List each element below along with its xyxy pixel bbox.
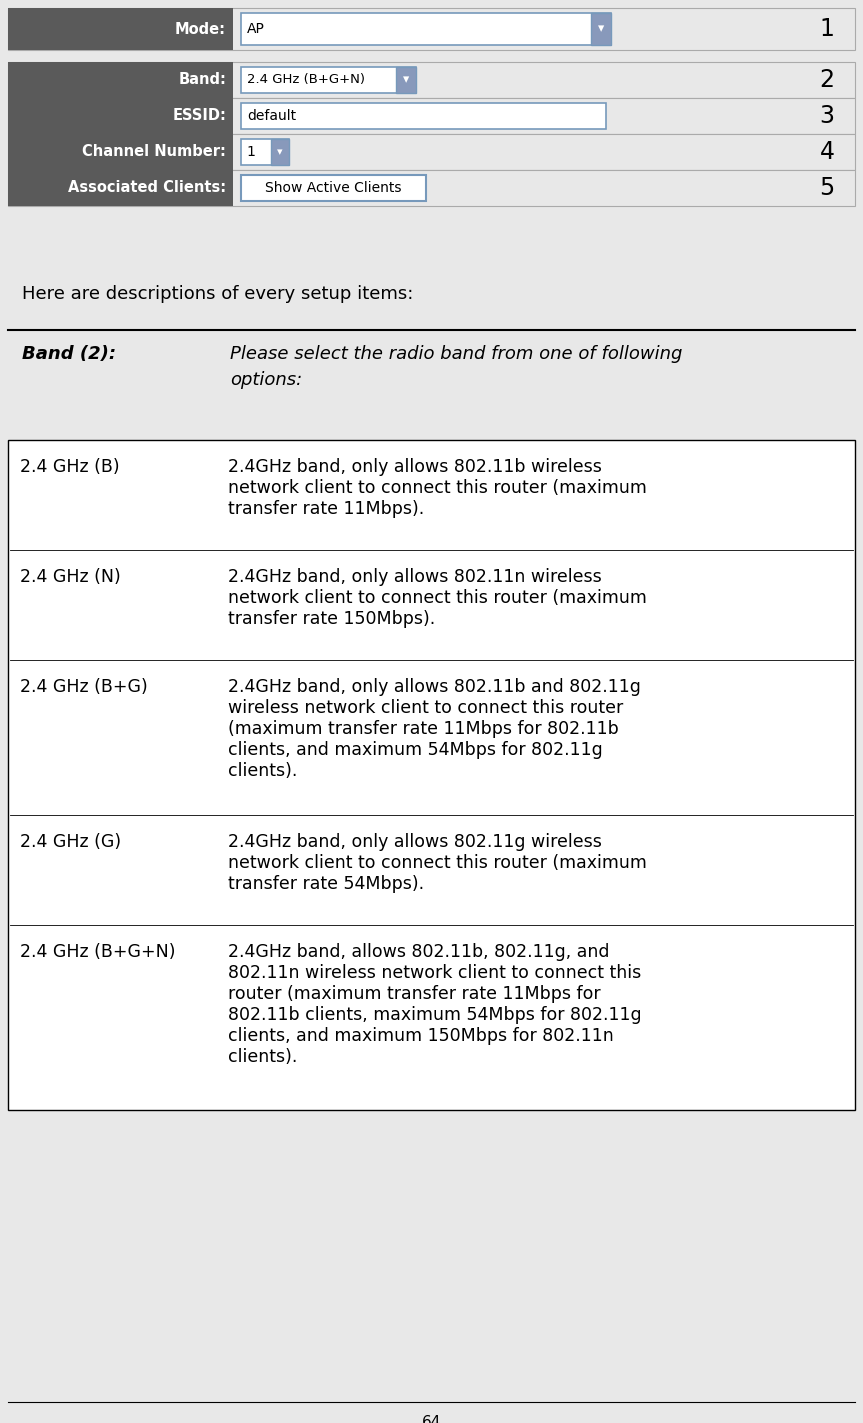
- Bar: [8, 9, 233, 50]
- Text: transfer rate 54Mbps).: transfer rate 54Mbps).: [228, 875, 424, 894]
- Bar: [8, 134, 855, 169]
- Text: Show Active Clients: Show Active Clients: [265, 181, 402, 195]
- Text: 802.11b clients, maximum 54Mbps for 802.11g: 802.11b clients, maximum 54Mbps for 802.…: [228, 1006, 641, 1025]
- Text: Associated Clients:: Associated Clients:: [68, 181, 226, 195]
- Bar: [241, 67, 416, 92]
- Text: Here are descriptions of every setup items:: Here are descriptions of every setup ite…: [22, 285, 413, 303]
- Text: 2.4 GHz (B+G+N): 2.4 GHz (B+G+N): [247, 74, 365, 87]
- Text: network client to connect this router (maximum: network client to connect this router (m…: [228, 854, 647, 872]
- Text: 2.4 GHz (B): 2.4 GHz (B): [20, 458, 120, 477]
- Text: clients).: clients).: [228, 761, 298, 780]
- Text: default: default: [247, 110, 296, 122]
- Bar: [8, 134, 233, 169]
- Text: Channel Number:: Channel Number:: [82, 145, 226, 159]
- Text: transfer rate 11Mbps).: transfer rate 11Mbps).: [228, 499, 425, 518]
- Text: Please select the radio band from one of following: Please select the radio band from one of…: [230, 344, 683, 363]
- Text: 3: 3: [820, 104, 835, 128]
- Bar: [591, 13, 611, 46]
- Text: transfer rate 150Mbps).: transfer rate 150Mbps).: [228, 610, 435, 628]
- Bar: [241, 13, 611, 46]
- Text: clients, and maximum 54Mbps for 802.11g: clients, and maximum 54Mbps for 802.11g: [228, 741, 602, 758]
- Bar: [8, 98, 233, 134]
- Bar: [8, 63, 233, 98]
- Text: ESSID:: ESSID:: [172, 108, 226, 124]
- Text: Mode:: Mode:: [175, 21, 226, 37]
- Text: 64: 64: [422, 1414, 441, 1423]
- Bar: [8, 440, 855, 1110]
- Text: 2.4GHz band, only allows 802.11b and 802.11g: 2.4GHz band, only allows 802.11b and 802…: [228, 677, 641, 696]
- Text: 2.4GHz band, only allows 802.11g wireless: 2.4GHz band, only allows 802.11g wireles…: [228, 832, 602, 851]
- Text: ▾: ▾: [598, 23, 604, 36]
- Text: Band:: Band:: [178, 73, 226, 87]
- Text: 2.4 GHz (N): 2.4 GHz (N): [20, 568, 121, 586]
- Bar: [271, 139, 289, 165]
- Bar: [241, 175, 426, 201]
- Bar: [8, 169, 855, 206]
- Text: ▾: ▾: [403, 74, 409, 87]
- Text: 802.11n wireless network client to connect this: 802.11n wireless network client to conne…: [228, 963, 641, 982]
- Text: 1: 1: [820, 17, 835, 41]
- Text: 1: 1: [246, 145, 255, 159]
- Text: 2.4GHz band, only allows 802.11n wireless: 2.4GHz band, only allows 802.11n wireles…: [228, 568, 602, 586]
- Text: network client to connect this router (maximum: network client to connect this router (m…: [228, 480, 647, 497]
- Text: Band (2):: Band (2):: [22, 344, 117, 363]
- Text: ▾: ▾: [277, 147, 283, 157]
- Text: 2.4GHz band, allows 802.11b, 802.11g, and: 2.4GHz band, allows 802.11b, 802.11g, an…: [228, 943, 609, 961]
- Text: 2.4GHz band, only allows 802.11b wireless: 2.4GHz band, only allows 802.11b wireles…: [228, 458, 602, 477]
- Text: 2.4 GHz (B+G): 2.4 GHz (B+G): [20, 677, 148, 696]
- Text: clients, and maximum 150Mbps for 802.11n: clients, and maximum 150Mbps for 802.11n: [228, 1027, 614, 1044]
- Bar: [8, 169, 233, 206]
- Bar: [241, 139, 289, 165]
- Bar: [241, 102, 606, 129]
- Text: 5: 5: [819, 176, 835, 201]
- Text: 2.4 GHz (B+G+N): 2.4 GHz (B+G+N): [20, 943, 175, 961]
- Bar: [396, 67, 416, 92]
- Text: network client to connect this router (maximum: network client to connect this router (m…: [228, 589, 647, 608]
- Bar: [8, 98, 855, 134]
- Text: (maximum transfer rate 11Mbps for 802.11b: (maximum transfer rate 11Mbps for 802.11…: [228, 720, 619, 739]
- Text: 2: 2: [820, 68, 835, 92]
- Bar: [8, 63, 855, 98]
- Text: 2.4 GHz (G): 2.4 GHz (G): [20, 832, 121, 851]
- Text: clients).: clients).: [228, 1047, 298, 1066]
- Bar: [8, 9, 855, 50]
- Text: options:: options:: [230, 371, 302, 388]
- Text: 4: 4: [820, 139, 835, 164]
- Text: wireless network client to connect this router: wireless network client to connect this …: [228, 699, 623, 717]
- Text: router (maximum transfer rate 11Mbps for: router (maximum transfer rate 11Mbps for: [228, 985, 601, 1003]
- Text: AP: AP: [247, 21, 265, 36]
